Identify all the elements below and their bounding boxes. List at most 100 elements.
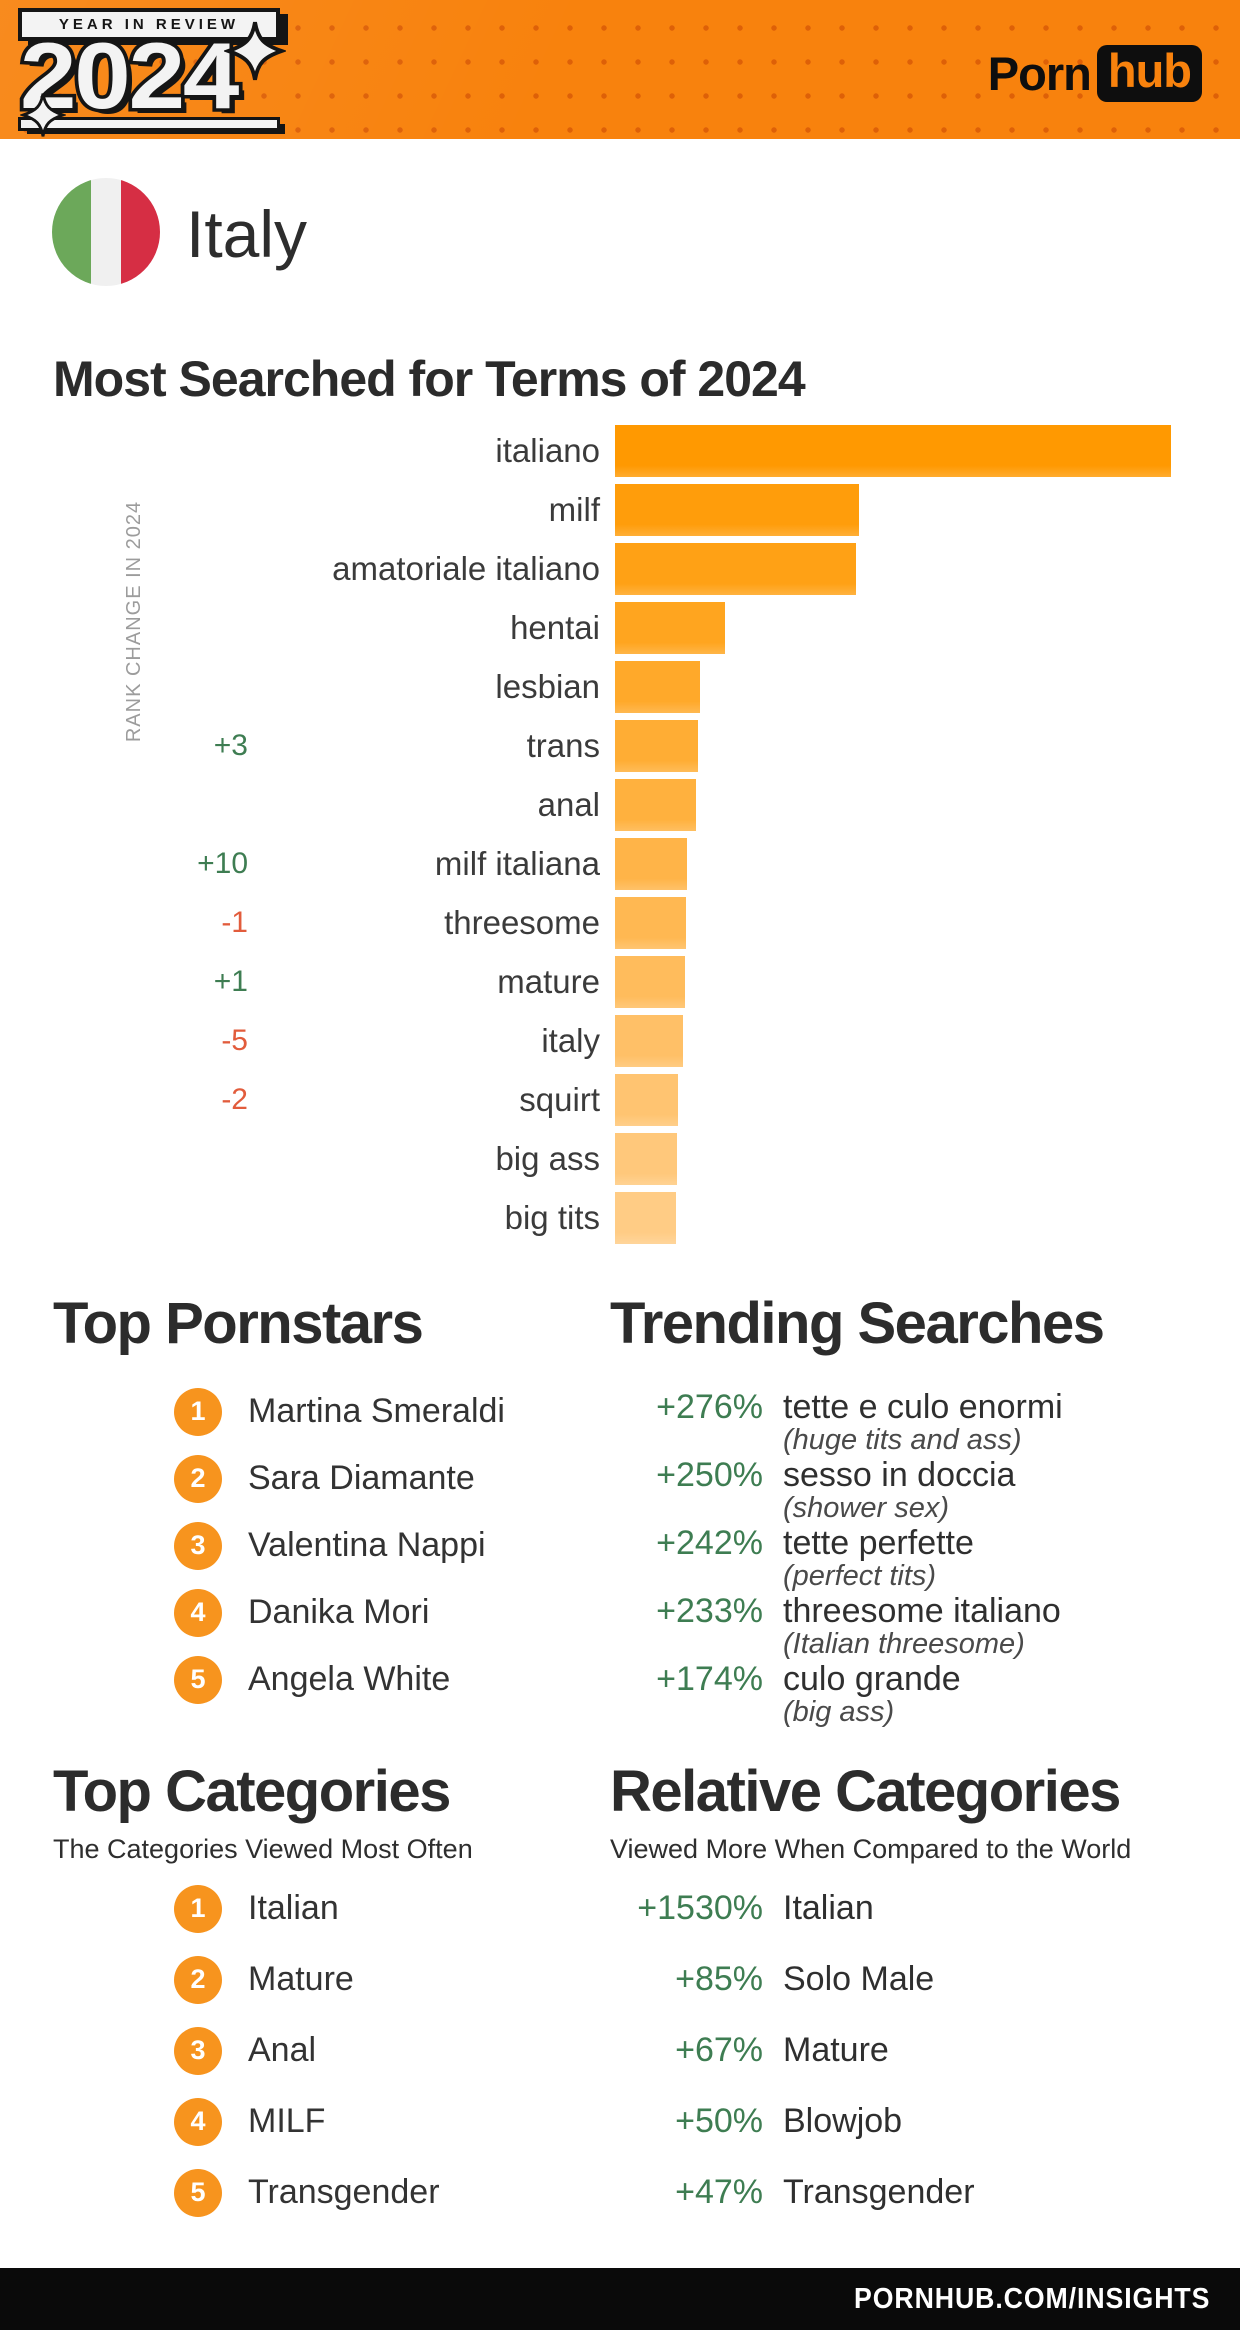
rank-number-badge: 3 <box>174 1521 222 1570</box>
category-name: MILF <box>248 2102 326 2140</box>
footer-bar: PORNHUB.COM/INSIGHTS <box>0 2268 1240 2330</box>
search-term-label: lesbian <box>495 668 600 705</box>
trending-searches-heading: Trending Searches <box>610 1291 1105 1356</box>
list-item: +1530% Italian <box>610 1873 975 1944</box>
list-item: 3 Anal <box>174 2015 440 2086</box>
search-term-label: mature <box>497 963 600 1000</box>
list-item: 5 Angela White <box>174 1646 505 1713</box>
list-item: +174% culo grande (big ass) <box>610 1661 1063 1729</box>
trend-translation: (huge tits and ass) <box>783 1424 1022 1456</box>
sparkle-icon <box>224 21 286 81</box>
search-term-label: italy <box>541 1022 600 1059</box>
category-name: Transgender <box>248 2173 440 2211</box>
search-term-label: italiano <box>495 432 600 469</box>
page-title: Most Searched for Terms of 2024 <box>53 351 806 407</box>
rank-change: -5 <box>221 1024 248 1057</box>
rank-change: -1 <box>221 906 248 939</box>
rank-number-badge: 3 <box>174 2026 222 2075</box>
list-item: +242% tette perfette (perfect tits) <box>610 1525 1063 1593</box>
category-name: Italian <box>783 1889 874 1927</box>
rank-number-badge: 5 <box>174 1655 222 1704</box>
list-item: 2 Mature <box>174 1944 440 2015</box>
search-term-label: squirt <box>519 1081 600 1118</box>
chart-row: italiano <box>0 425 1240 477</box>
bar <box>615 838 687 890</box>
trend-term: tette perfette <box>783 1524 974 1562</box>
list-item: +85% Solo Male <box>610 1944 975 2015</box>
bar <box>615 425 1171 477</box>
trend-percentage: +250% <box>656 1456 763 1494</box>
trend-term: threesome italiano <box>783 1592 1061 1630</box>
list-item: 5 Transgender <box>174 2157 440 2228</box>
trend-translation: (Italian threesome) <box>783 1628 1025 1660</box>
list-item: +250% sesso in doccia (shower sex) <box>610 1457 1063 1525</box>
chart-row: +10 milf italiana <box>0 838 1240 890</box>
country-title: Italy <box>186 197 308 271</box>
pornstar-name: Martina Smeraldi <box>248 1392 505 1430</box>
logo-underline-bar <box>18 117 280 131</box>
trend-percentage: +233% <box>656 1592 763 1630</box>
bar <box>615 779 697 831</box>
pornstar-name: Sara Diamante <box>248 1459 475 1497</box>
relative-percentage: +50% <box>675 2102 763 2140</box>
rank-number-badge: 4 <box>174 1588 222 1637</box>
search-term-label: milf italiana <box>434 845 600 882</box>
chart-row: -1 threesome <box>0 897 1240 949</box>
trend-term: sesso in doccia <box>783 1456 1016 1494</box>
header-banner: YEAR IN REVIEW 2024 Porn hub <box>0 0 1240 139</box>
chart-row: -2 squirt <box>0 1074 1240 1126</box>
top-categories-subtitle: The Categories Viewed Most Often <box>53 1834 473 1864</box>
trend-percentage: +174% <box>656 1660 763 1698</box>
list-item: +276% tette e culo enormi (huge tits and… <box>610 1389 1063 1457</box>
bar <box>615 1133 678 1185</box>
trend-term: culo grande <box>783 1660 961 1698</box>
chart-row: lesbian <box>0 661 1240 713</box>
rank-number-badge: 4 <box>174 2097 222 2146</box>
top-pornstars-list: 1 Martina Smeraldi 2 Sara Diamante 3 Val… <box>174 1378 505 1713</box>
chart-row: +3 trans <box>0 720 1240 772</box>
relative-categories-subtitle: Viewed More When Compared to the World <box>610 1834 1132 1864</box>
category-name: Mature <box>783 2031 889 2069</box>
chart-row: big tits <box>0 1192 1240 1244</box>
category-name: Blowjob <box>783 2102 903 2140</box>
category-name: Anal <box>248 2031 317 2069</box>
search-term-label: amatoriale italiano <box>332 550 600 587</box>
rank-number-badge: 2 <box>174 1955 222 2004</box>
trend-translation: (perfect tits) <box>783 1560 937 1592</box>
list-item: 4 Danika Mori <box>174 1579 505 1646</box>
trend-percentage: +276% <box>656 1388 763 1426</box>
chart-row: big ass <box>0 1133 1240 1185</box>
chart-row: milf <box>0 484 1240 536</box>
year-in-review-badge: YEAR IN REVIEW <box>18 8 280 41</box>
search-term-label: threesome <box>444 904 600 941</box>
most-searched-terms-chart: italiano milf amatoriale italiano hentai… <box>0 425 1240 1244</box>
pornstar-name: Danika Mori <box>248 1593 430 1631</box>
search-term-label: big ass <box>495 1140 600 1177</box>
bar <box>615 543 856 595</box>
pornstar-name: Angela White <box>248 1660 451 1698</box>
chart-row: hentai <box>0 602 1240 654</box>
year-2024-logo-text: 2024 <box>16 23 243 128</box>
pornhub-logo: Porn hub <box>988 44 1202 102</box>
trending-searches-list: +276% tette e culo enormi (huge tits and… <box>610 1389 1063 1729</box>
search-term-label: trans <box>526 727 600 764</box>
trend-percentage: +242% <box>656 1524 763 1562</box>
relative-percentage: +67% <box>675 2031 763 2069</box>
relative-categories-list: +1530% Italian +85% Solo Male +67% Matur… <box>610 1873 975 2228</box>
rank-change: +1 <box>213 965 248 998</box>
list-item: 1 Martina Smeraldi <box>174 1378 505 1445</box>
chart-row: amatoriale italiano <box>0 543 1240 595</box>
relative-categories-heading: Relative Categories <box>610 1759 1121 1824</box>
insights-url: PORNHUB.COM/INSIGHTS <box>853 2282 1210 2315</box>
bar <box>615 720 698 772</box>
sparkle-icon <box>20 93 66 137</box>
list-item: +233% threesome italiano (Italian threes… <box>610 1593 1063 1661</box>
bar <box>615 1192 677 1244</box>
pornhub-logo-hub: hub <box>1096 44 1202 102</box>
trend-translation: (shower sex) <box>783 1492 949 1524</box>
bar <box>615 1074 678 1126</box>
search-term-label: hentai <box>510 609 600 646</box>
category-name: Italian <box>248 1889 339 1927</box>
bar <box>615 602 726 654</box>
